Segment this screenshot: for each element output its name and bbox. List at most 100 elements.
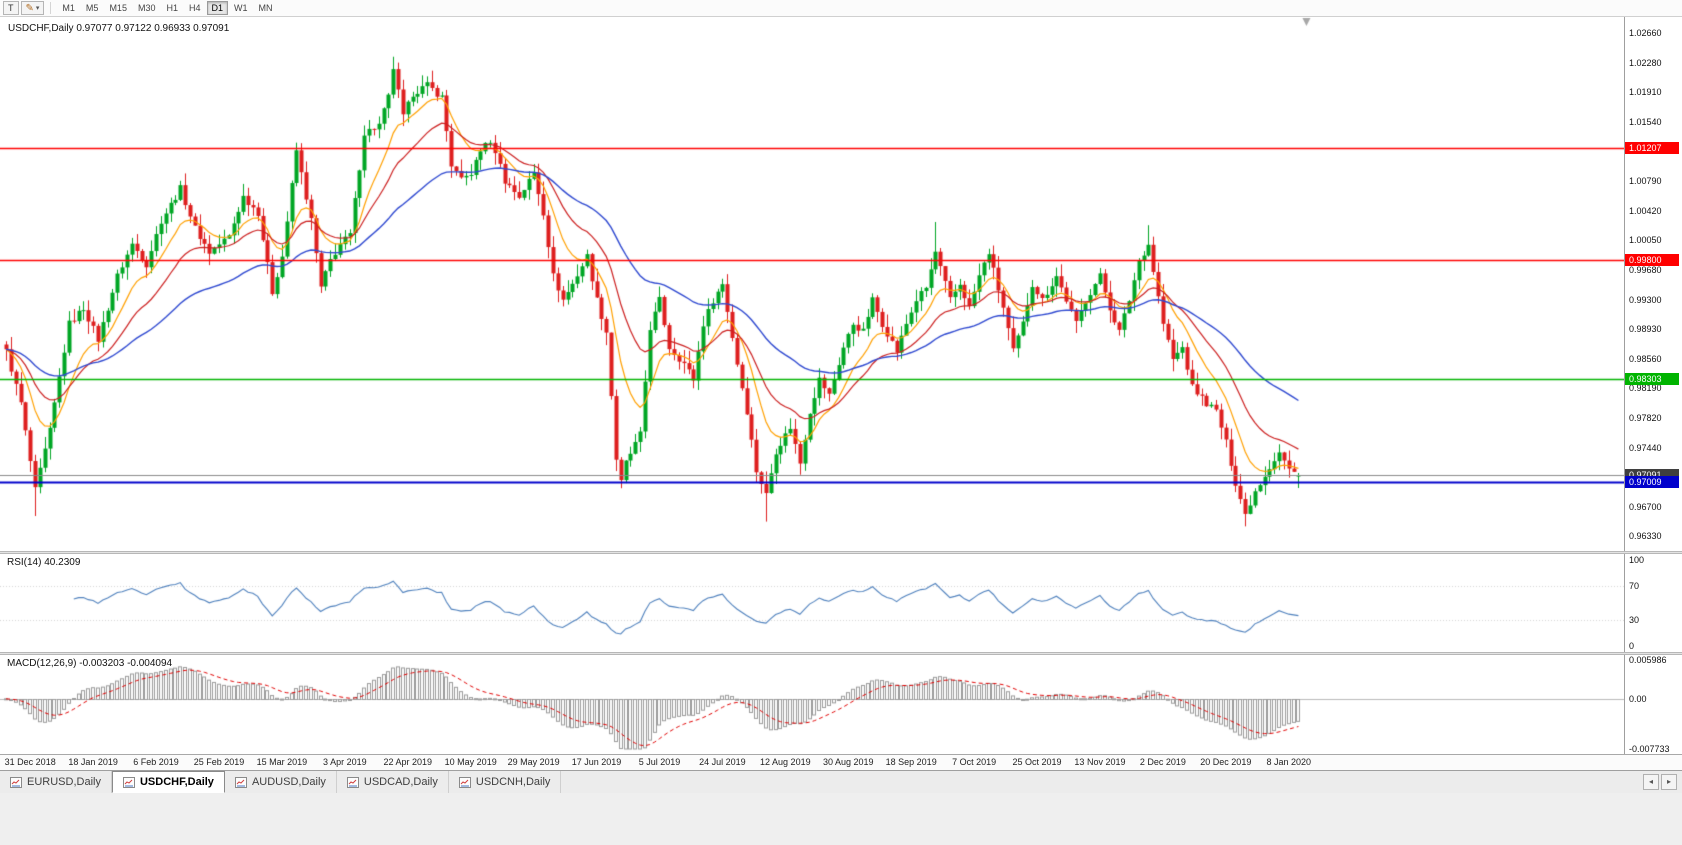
macd-tick-label: -0.007733 xyxy=(1629,744,1670,754)
macd-axis: 0.005986 0.00 -0.007733 xyxy=(1624,655,1682,754)
chart-tab-icon xyxy=(122,776,135,788)
tab-usdcnh-daily[interactable]: USDCNH,Daily xyxy=(448,771,562,793)
tab-eurusd-daily[interactable]: EURUSD,Daily xyxy=(0,771,112,793)
rsi-tick-label: 0 xyxy=(1629,641,1635,651)
tab-label: USDCAD,Daily xyxy=(363,776,438,788)
chevron-down-icon: ▾ xyxy=(35,4,40,12)
price-tick-label: 1.01910 xyxy=(1629,87,1662,98)
macd-tick-label: 0.005986 xyxy=(1629,655,1667,665)
window-background xyxy=(0,793,1682,845)
price-tick-label: 0.97820 xyxy=(1629,412,1662,423)
timeframe-button-w1[interactable]: W1 xyxy=(229,1,253,15)
price-axis: 1.02660 1.02280 1.01910 1.01540 1.00790 1.004… xyxy=(1624,17,1682,551)
price-tick-label: 1.02660 xyxy=(1629,27,1662,38)
macd-panel: MACD(12,26,9) -0.003203 -0.004094 0.0059… xyxy=(0,655,1682,754)
tab-scroll-right-button[interactable]: ▸ xyxy=(1661,774,1677,790)
chart-tab-icon xyxy=(346,776,359,788)
price-tick-label: 1.02280 xyxy=(1629,58,1662,69)
date-label: 7 Oct 2019 xyxy=(952,757,997,767)
price-tick-label: 0.96330 xyxy=(1629,530,1662,541)
chart-title-ohlc: USDCHF,Daily 0.97077 0.97122 0.96933 0.9… xyxy=(8,23,230,34)
date-label: 3 Apr 2019 xyxy=(323,757,367,767)
price-tag-1.01207: 1.01207 xyxy=(1625,142,1679,155)
date-label: 29 May 2019 xyxy=(507,757,560,767)
rsi-panel: RSI(14) 40.2309 100 70 30 0 xyxy=(0,554,1682,652)
chart-tab-icon xyxy=(458,776,471,788)
chart-tab-icon xyxy=(10,776,22,788)
date-label: 5 Jul 2019 xyxy=(638,757,681,767)
tab-label: USDCHF,Daily xyxy=(139,776,214,788)
rsi-axis: 100 70 30 0 xyxy=(1624,554,1682,652)
price-tick-label: 0.98190 xyxy=(1629,383,1662,394)
date-label: 24 Jul 2019 xyxy=(699,757,746,767)
time-axis: 31 Dec 2018 18 Jan 2019 6 Feb 2019 25 Feb 2… xyxy=(0,754,1682,770)
price-tick-label: 0.97440 xyxy=(1629,442,1662,453)
timeframe-button-mn[interactable]: MN xyxy=(254,1,278,15)
tab-label: USDCNH,Daily xyxy=(475,776,551,788)
date-label: 25 Feb 2019 xyxy=(193,757,245,767)
tab-scroll-left-button[interactable]: ◂ xyxy=(1643,774,1659,790)
toolbar-separator xyxy=(50,2,52,14)
macd-plot-area: MACD(12,26,9) -0.003203 -0.004094 xyxy=(0,655,1624,754)
date-label: 18 Jan 2019 xyxy=(68,757,118,767)
price-tag-0.99800: 0.99800 xyxy=(1625,254,1679,267)
price-tick-label: 0.96700 xyxy=(1629,501,1662,512)
date-label: 12 Aug 2019 xyxy=(760,757,811,767)
date-label: 8 Jan 2020 xyxy=(1266,757,1312,767)
toolbar: T ✎ ▾ M1 M5 M15 M30 H1 H4 D1 W1 MN xyxy=(0,0,1682,17)
rsi-label: RSI(14) 40.2309 xyxy=(7,557,81,568)
macd-tick-label: 0.00 xyxy=(1629,693,1647,704)
rsi-tick-label: 70 xyxy=(1629,580,1640,591)
price-chart-panel: USDCHF,Daily 0.97077 0.97122 0.96933 0.9… xyxy=(0,17,1682,551)
date-label: 2 Dec 2019 xyxy=(1139,757,1186,767)
timeframe-button-h1[interactable]: H1 xyxy=(161,1,183,15)
price-tick-label: 0.98930 xyxy=(1629,324,1662,335)
timeframe-button-m1[interactable]: M1 xyxy=(57,1,80,15)
timeframe-button-m5[interactable]: M5 xyxy=(81,1,104,15)
rsi-canvas[interactable] xyxy=(0,554,1624,652)
tab-scroll-buttons: ◂ ▸ xyxy=(1638,771,1682,793)
macd-canvas[interactable] xyxy=(0,655,1624,754)
price-tag-0.98303: 0.98303 xyxy=(1625,373,1679,386)
date-label: 18 Sep 2019 xyxy=(885,757,937,767)
panel-splitter-macd[interactable] xyxy=(0,652,1682,655)
date-label: 17 Jun 2019 xyxy=(571,757,622,767)
panel-splitter-rsi[interactable] xyxy=(0,551,1682,554)
crayon-tool-button[interactable]: ✎ ▾ xyxy=(20,1,45,15)
timeframe-group: M1 M5 M15 M30 H1 H4 D1 W1 MN xyxy=(57,1,277,15)
rsi-plot-area: RSI(14) 40.2309 xyxy=(0,554,1624,652)
date-label: 22 Apr 2019 xyxy=(383,757,433,767)
text-tool-button[interactable]: T xyxy=(3,1,19,15)
price-chart-canvas[interactable] xyxy=(0,17,1624,551)
timeframe-button-h4[interactable]: H4 xyxy=(184,1,206,15)
price-tick-label: 1.00790 xyxy=(1629,176,1662,187)
tab-usdchf-daily[interactable]: USDCHF,Daily xyxy=(111,771,225,793)
tab-usdcad-daily[interactable]: USDCAD,Daily xyxy=(336,771,449,793)
date-label: 13 Nov 2019 xyxy=(1074,757,1126,767)
date-label: 15 Mar 2019 xyxy=(256,757,308,767)
price-plot-area: USDCHF,Daily 0.97077 0.97122 0.96933 0.9… xyxy=(0,17,1624,551)
price-tick-label: 1.00420 xyxy=(1629,205,1662,216)
chart-tabs: EURUSD,Daily USDCHF,Daily AUDUSD,Daily USDC… xyxy=(0,771,1638,793)
timeframe-button-d1[interactable]: D1 xyxy=(206,1,229,15)
date-label: 10 May 2019 xyxy=(444,757,497,767)
price-tag-0.97009: 0.97009 xyxy=(1625,475,1679,488)
price-tick-label: 0.99680 xyxy=(1629,264,1662,275)
tab-label: AUDUSD,Daily xyxy=(251,776,326,788)
timeframe-button-m30[interactable]: M30 xyxy=(133,1,161,15)
macd-label: MACD(12,26,9) -0.003203 -0.004094 xyxy=(7,658,173,669)
date-label: 30 Aug 2019 xyxy=(822,757,874,767)
tab-label: EURUSD,Daily xyxy=(27,776,101,788)
price-tick-label: 1.00050 xyxy=(1629,235,1662,246)
date-label: 20 Dec 2019 xyxy=(1200,757,1252,767)
price-tick-label: 0.98560 xyxy=(1629,353,1662,364)
chart-header: USDCHF,Daily 0.97077 0.97122 0.96933 0.9… xyxy=(8,23,229,34)
date-label: 25 Oct 2019 xyxy=(1012,757,1062,767)
crayon-icon: ✎ xyxy=(25,2,34,14)
chart-tab-icon xyxy=(234,776,247,788)
rsi-tick-label: 30 xyxy=(1629,615,1640,626)
date-label: 6 Feb 2019 xyxy=(133,757,179,767)
timeframe-button-m15[interactable]: M15 xyxy=(104,1,132,15)
tab-audusd-daily[interactable]: AUDUSD,Daily xyxy=(224,771,337,793)
